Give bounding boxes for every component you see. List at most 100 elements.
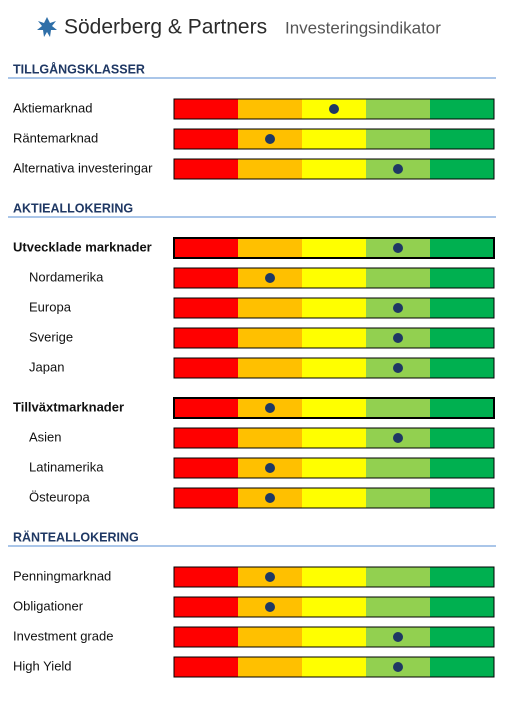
level-dot xyxy=(393,333,403,343)
scale-segment xyxy=(430,398,494,418)
scale-border xyxy=(173,128,495,150)
scale-segment xyxy=(174,398,238,418)
scale-segment xyxy=(430,567,494,587)
level-dot xyxy=(393,433,403,443)
scale-segment xyxy=(238,238,302,258)
row-label: Obligationer xyxy=(13,598,84,613)
scale-segment xyxy=(366,567,430,587)
scale-segment xyxy=(302,328,366,348)
scale-segment xyxy=(174,627,238,647)
scale-border xyxy=(173,237,495,259)
row-label: Östeuropa xyxy=(29,489,90,504)
scale-segment xyxy=(238,99,302,119)
scale-border xyxy=(173,626,495,648)
level-dot xyxy=(265,602,275,612)
page-title: Investeringsindikator xyxy=(285,18,441,37)
scale-border xyxy=(173,487,495,509)
level-dot xyxy=(265,463,275,473)
level-dot xyxy=(393,363,403,373)
scale-border xyxy=(173,656,495,678)
logo-icon xyxy=(37,17,57,37)
scale-segment xyxy=(430,627,494,647)
row-label: Aktiemarknad xyxy=(13,100,92,115)
scale-segment xyxy=(174,159,238,179)
section-title: RÄNTEALLOKERING xyxy=(13,529,139,544)
scale-segment xyxy=(302,627,366,647)
scale-segment xyxy=(366,398,430,418)
scale-segment xyxy=(366,129,430,149)
scale-segment xyxy=(430,268,494,288)
scale-segment xyxy=(302,567,366,587)
scale-segment xyxy=(174,129,238,149)
level-dot xyxy=(329,104,339,114)
scale-segment xyxy=(174,428,238,448)
scale-segment xyxy=(366,99,430,119)
brand: Söderberg & Partners xyxy=(64,16,267,39)
level-dot xyxy=(265,493,275,503)
scale-segment xyxy=(174,268,238,288)
scale-segment xyxy=(430,328,494,348)
row-label: Räntemarknad xyxy=(13,130,98,145)
scale-border xyxy=(173,98,495,120)
scale-segment xyxy=(302,238,366,258)
row-label: Japan xyxy=(29,359,64,374)
scale-segment xyxy=(430,428,494,448)
level-dot xyxy=(265,572,275,582)
scale-border xyxy=(173,158,495,180)
scale-segment xyxy=(366,597,430,617)
scale-segment xyxy=(302,657,366,677)
scale-segment xyxy=(174,358,238,378)
row-label: Alternativa investeringar xyxy=(13,160,153,175)
level-dot xyxy=(265,273,275,283)
scale-segment xyxy=(302,398,366,418)
scale-segment xyxy=(430,657,494,677)
scale-segment xyxy=(174,597,238,617)
scale-segment xyxy=(430,129,494,149)
section-title: TILLGÅNGSKLASSER xyxy=(13,61,145,76)
scale-segment xyxy=(366,458,430,478)
scale-border xyxy=(173,297,495,319)
row-label: Nordamerika xyxy=(29,269,104,284)
level-dot xyxy=(265,403,275,413)
scale-segment xyxy=(302,358,366,378)
section-title: AKTIEALLOKERING xyxy=(13,201,133,215)
row-label: Tillväxtmarknader xyxy=(13,399,124,414)
row-label: Investment grade xyxy=(13,628,113,643)
scale-segment xyxy=(366,488,430,508)
scale-segment xyxy=(302,458,366,478)
scale-segment xyxy=(302,159,366,179)
row-label: High Yield xyxy=(13,658,72,673)
scale-segment xyxy=(302,129,366,149)
scale-segment xyxy=(238,159,302,179)
scale-border xyxy=(173,397,495,419)
level-dot xyxy=(393,303,403,313)
scale-segment xyxy=(174,99,238,119)
scale-segment xyxy=(430,298,494,318)
scale-segment xyxy=(302,488,366,508)
row-label: Sverige xyxy=(29,329,73,344)
level-dot xyxy=(393,164,403,174)
row-label: Europa xyxy=(29,299,72,314)
level-dot xyxy=(393,632,403,642)
scale-border xyxy=(173,357,495,379)
scale-segment xyxy=(430,238,494,258)
scale-border xyxy=(173,566,495,588)
scale-border xyxy=(173,457,495,479)
row-label: Utvecklade marknader xyxy=(13,239,152,254)
scale-segment xyxy=(430,99,494,119)
scale-segment xyxy=(238,627,302,647)
scale-segment xyxy=(174,298,238,318)
scale-segment xyxy=(174,488,238,508)
scale-segment xyxy=(238,328,302,348)
scale-border xyxy=(173,427,495,449)
row-label: Latinamerika xyxy=(29,459,104,474)
scale-segment xyxy=(366,268,430,288)
scale-segment xyxy=(430,488,494,508)
scale-segment xyxy=(174,458,238,478)
scale-segment xyxy=(238,298,302,318)
scale-segment xyxy=(430,458,494,478)
scale-segment xyxy=(430,358,494,378)
scale-segment xyxy=(302,298,366,318)
scale-segment xyxy=(238,358,302,378)
